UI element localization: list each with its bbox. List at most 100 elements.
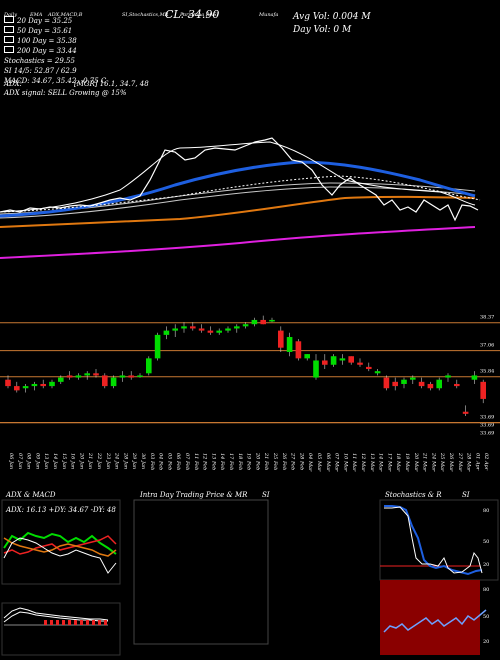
- candle-22: [198, 324, 205, 333]
- candle-body-39: [348, 356, 354, 363]
- date-label-40: 12 Mar: [360, 453, 366, 472]
- si-tick-50: 50: [483, 614, 489, 620]
- candle-16: [146, 356, 152, 376]
- si-background: [380, 580, 480, 655]
- legend-ema50: 50 Day = 35.61: [4, 26, 106, 36]
- date-label-54: 02 Apr: [483, 453, 489, 471]
- swatch-ema100: [4, 36, 14, 43]
- swatch-ema200: [4, 46, 14, 53]
- candle-7: [66, 371, 73, 380]
- date-label-53: 01 Apr: [474, 453, 480, 471]
- line-longma: [0, 226, 476, 259]
- date-label-33: 28 Feb: [298, 452, 304, 470]
- date-label-47: 21 Mar: [422, 452, 428, 472]
- candle-body-4: [40, 383, 46, 387]
- candle-body-19: [172, 328, 178, 331]
- top-label-adx: ADX,MACD,B: [48, 12, 83, 18]
- date-label-8: 20 Jan: [78, 452, 84, 469]
- candle-6: [58, 375, 64, 384]
- macd-signal-line: [3, 611, 108, 623]
- adx-label: ADX:: [4, 80, 23, 88]
- candle-body-7: [66, 375, 73, 378]
- stoch-si-panel: 80 50 20 80 50 20: [379, 499, 499, 655]
- date-label-15: 30 Jan: [140, 453, 146, 469]
- si-line: [383, 609, 487, 633]
- date-label-30: 25 Feb: [272, 452, 278, 470]
- candle-9: [84, 371, 90, 380]
- candle-body-11: [102, 375, 108, 387]
- moving-averages: [0, 137, 481, 259]
- legend: 20 Day = 35.25 50 Day = 35.61 100 Day = …: [4, 16, 106, 86]
- candle-33: [295, 339, 302, 361]
- candle-body-50: [445, 375, 451, 378]
- date-label-20: 07 Feb: [184, 453, 190, 470]
- level-label-4: 33.69: [480, 423, 494, 429]
- candle-body-16: [146, 358, 152, 374]
- stoch-tick-20: 20: [483, 562, 489, 568]
- close-price: CL: 34.90: [165, 8, 220, 21]
- date-label-2: 08 Jan: [26, 453, 32, 469]
- candle-47: [418, 377, 425, 389]
- candle-46: [410, 375, 416, 384]
- date-label-52: 28 Mar: [466, 452, 472, 472]
- candle-37: [330, 354, 337, 367]
- candle-39: [348, 356, 354, 365]
- candle-42: [374, 369, 381, 376]
- candle-body-15: [137, 375, 143, 377]
- top-label-daily: Daily: [4, 12, 18, 18]
- date-label-9: 21 Jan: [87, 452, 93, 469]
- date-label-44: 18 Mar: [395, 453, 401, 472]
- date-label-43: 17 Mar: [386, 453, 392, 472]
- level-label-3: 33.69: [480, 415, 494, 421]
- candle-32: [286, 332, 293, 357]
- avg-volume: Avg Vol: 0.004 M: [293, 12, 371, 22]
- candle-54: [480, 379, 486, 404]
- date-label-28: 20 Feb: [254, 452, 260, 470]
- candle-45: [401, 377, 407, 389]
- candle-20: [181, 322, 187, 333]
- stoch-tick-80: 80: [483, 508, 489, 514]
- date-label-16: 03 Feb: [149, 453, 155, 470]
- candle-24: [216, 328, 222, 335]
- date-label-49: 25 Mar: [439, 452, 445, 472]
- candle-body-17: [154, 334, 161, 359]
- candle-body-14: [128, 375, 134, 378]
- line-price: [0, 137, 479, 222]
- date-label-34: 04 Mar: [307, 453, 313, 472]
- candle-49: [436, 377, 442, 391]
- candle-body-21: [190, 326, 196, 329]
- level-label-2: 35.84: [480, 369, 494, 375]
- date-label-12: 24 Jan: [114, 452, 120, 469]
- legend-ema200: 200 Day = 33.44: [4, 46, 106, 56]
- candles: [5, 315, 486, 416]
- candle-body-52: [462, 411, 469, 414]
- legend-ema200-label: 200 Day = 33.44: [17, 47, 77, 55]
- line-ema20: [0, 141, 476, 213]
- date-label-22: 12 Feb: [202, 453, 208, 470]
- candle-body-48: [427, 383, 434, 389]
- candle-8: [75, 373, 82, 380]
- date-label-45: 19 Mar: [404, 453, 410, 472]
- swatch-ema20: [4, 16, 14, 23]
- top-label-si: SI,Stochastics,MR: [122, 12, 169, 18]
- date-label-48: 24 Mar: [430, 452, 436, 472]
- candle-body-20: [181, 326, 187, 329]
- date-label-13: 28 Jan: [122, 452, 128, 469]
- candle-body-43: [383, 377, 390, 389]
- date-label-35: 05 Mar: [316, 453, 322, 472]
- candle-body-23: [207, 330, 214, 333]
- legend-ema50-label: 50 Day = 35.61: [17, 27, 73, 35]
- candle-body-13: [119, 375, 126, 378]
- candle-body-45: [401, 379, 407, 384]
- candle-41: [366, 362, 372, 372]
- date-label-41: 13 Mar: [369, 453, 375, 472]
- date-label-4: 13 Jan: [43, 453, 49, 469]
- top-label-name: Parjumba BASI: [180, 12, 219, 18]
- candle-26: [234, 324, 240, 333]
- level-label-1: 37.06: [480, 343, 494, 349]
- date-label-51: 27 Mar: [457, 452, 463, 472]
- candle-29: [260, 315, 266, 325]
- date-label-26: 18 Feb: [237, 453, 243, 470]
- candle-body-38: [339, 358, 346, 361]
